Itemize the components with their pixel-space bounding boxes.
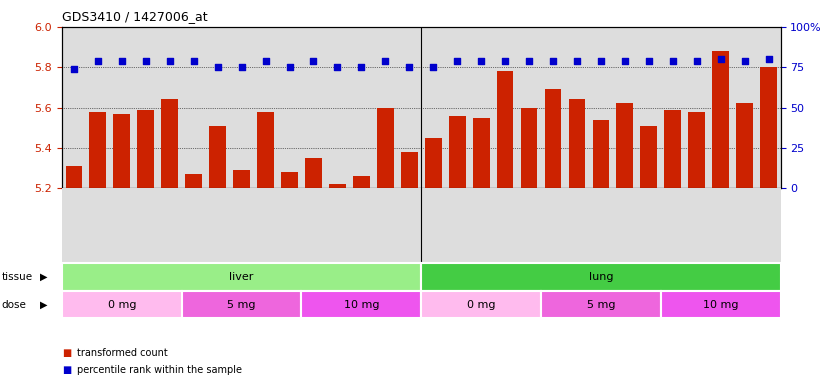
Point bbox=[378, 58, 392, 64]
Text: ▶: ▶ bbox=[40, 272, 47, 282]
Point bbox=[594, 58, 607, 64]
Text: ■: ■ bbox=[62, 348, 71, 358]
Point bbox=[67, 66, 81, 72]
Text: lung: lung bbox=[589, 272, 613, 282]
Point bbox=[426, 64, 439, 70]
Bar bbox=[62, 291, 182, 318]
Bar bbox=[161, 99, 178, 188]
Bar bbox=[520, 108, 538, 188]
Bar bbox=[472, 118, 490, 188]
Text: ▶: ▶ bbox=[40, 300, 47, 310]
Bar bbox=[425, 138, 442, 188]
Bar bbox=[544, 89, 562, 188]
Point bbox=[546, 58, 559, 64]
Bar bbox=[421, 291, 541, 318]
Point bbox=[259, 58, 272, 64]
Text: ■: ■ bbox=[62, 365, 71, 375]
Bar bbox=[281, 172, 298, 188]
Bar bbox=[353, 176, 370, 188]
Bar bbox=[541, 291, 661, 318]
Point bbox=[474, 58, 487, 64]
Text: tissue: tissue bbox=[2, 272, 33, 282]
Point bbox=[690, 58, 703, 64]
Bar bbox=[688, 111, 705, 188]
Bar bbox=[496, 71, 514, 188]
Bar bbox=[137, 109, 154, 188]
Point bbox=[187, 58, 200, 64]
Point bbox=[522, 58, 535, 64]
Point bbox=[450, 58, 463, 64]
Point bbox=[666, 58, 679, 64]
Bar bbox=[760, 67, 777, 188]
Text: transformed count: transformed count bbox=[77, 348, 168, 358]
Text: 0 mg: 0 mg bbox=[467, 300, 496, 310]
Bar bbox=[616, 103, 634, 188]
Bar bbox=[664, 109, 681, 188]
Point bbox=[354, 64, 368, 70]
Text: 5 mg: 5 mg bbox=[586, 300, 615, 310]
Point bbox=[330, 64, 344, 70]
Point bbox=[762, 56, 775, 62]
Point bbox=[282, 64, 296, 70]
Bar bbox=[661, 291, 781, 318]
Bar bbox=[209, 126, 226, 188]
Point bbox=[738, 58, 751, 64]
Bar bbox=[62, 263, 421, 291]
Point bbox=[235, 64, 248, 70]
Bar bbox=[421, 263, 781, 291]
Text: 10 mg: 10 mg bbox=[344, 300, 379, 310]
Bar bbox=[185, 174, 202, 188]
Text: GDS3410 / 1427006_at: GDS3410 / 1427006_at bbox=[62, 10, 207, 23]
Point bbox=[139, 58, 152, 64]
Bar bbox=[377, 108, 394, 188]
Bar bbox=[592, 120, 610, 188]
Point bbox=[498, 58, 511, 64]
Bar bbox=[301, 291, 421, 318]
Bar bbox=[449, 116, 466, 188]
Text: 5 mg: 5 mg bbox=[227, 300, 256, 310]
Text: liver: liver bbox=[230, 272, 254, 282]
Point bbox=[714, 56, 727, 62]
Point bbox=[211, 64, 224, 70]
Text: 0 mg: 0 mg bbox=[107, 300, 136, 310]
Point bbox=[115, 58, 129, 64]
Bar bbox=[712, 51, 729, 188]
Bar bbox=[233, 170, 250, 188]
Point bbox=[570, 58, 583, 64]
Point bbox=[642, 58, 655, 64]
Point bbox=[163, 58, 176, 64]
Point bbox=[306, 58, 320, 64]
Bar bbox=[305, 158, 322, 188]
Bar bbox=[401, 152, 418, 188]
Bar bbox=[640, 126, 657, 188]
Bar bbox=[89, 111, 107, 188]
Text: percentile rank within the sample: percentile rank within the sample bbox=[77, 365, 242, 375]
Point bbox=[91, 58, 104, 64]
Text: dose: dose bbox=[2, 300, 26, 310]
Bar bbox=[568, 99, 586, 188]
Point bbox=[402, 64, 415, 70]
Point bbox=[618, 58, 631, 64]
Bar bbox=[736, 103, 753, 188]
Bar bbox=[329, 184, 346, 188]
Bar bbox=[65, 166, 83, 188]
Bar bbox=[182, 291, 301, 318]
Text: 10 mg: 10 mg bbox=[703, 300, 738, 310]
Bar bbox=[257, 111, 274, 188]
Bar bbox=[113, 114, 131, 188]
